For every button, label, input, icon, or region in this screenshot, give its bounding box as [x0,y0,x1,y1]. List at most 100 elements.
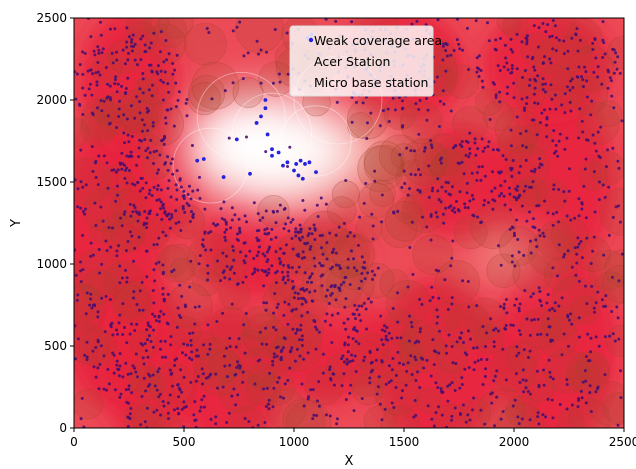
user-point [551,19,555,23]
station-coverage-circle [569,76,609,116]
user-point [288,366,292,370]
user-point [145,107,149,111]
user-point [526,55,530,59]
user-point [532,118,536,122]
user-point [360,272,364,276]
user-point [618,220,622,224]
user-point [279,357,283,361]
user-point [282,251,286,255]
user-point [174,105,178,109]
user-point [435,308,439,312]
user-point [523,108,527,112]
user-point [300,338,304,342]
user-point [551,338,555,342]
user-point [475,304,479,308]
user-point [167,90,171,94]
user-point [510,225,514,229]
user-point [369,370,373,374]
user-point [589,350,593,354]
user-point [189,343,193,347]
user-point [551,139,555,143]
user-point [297,265,301,269]
station-coverage-circle [80,97,123,141]
user-point [341,354,345,358]
user-point [483,374,487,378]
user-point [577,214,581,218]
user-point [230,218,234,222]
legend-entry-acer-station: Acer Station [314,54,390,69]
user-point [476,147,480,151]
user-point [541,88,545,92]
user-point [466,280,470,284]
user-point [81,50,85,54]
user-point [458,386,462,390]
user-point [119,162,123,166]
user-point [282,227,286,231]
user-point [579,389,583,393]
user-point [604,304,608,308]
user-point [104,66,108,70]
user-point [365,121,369,125]
user-point [492,379,496,383]
user-point [384,382,388,386]
user-point [351,337,355,341]
user-point [166,155,170,159]
station-coverage-circle [319,264,364,309]
user-point [506,85,510,89]
user-point [162,142,166,146]
user-point [295,327,299,331]
user-point [568,88,572,92]
user-point [575,27,579,31]
user-point [485,331,489,335]
user-point [138,100,142,104]
station-coverage-circle [383,96,417,131]
user-point [476,359,480,363]
user-point [180,351,184,355]
user-point [338,289,342,293]
user-point [370,269,374,273]
user-point [321,252,325,256]
user-point [78,63,82,67]
user-point [172,408,176,412]
user-point [438,158,442,162]
user-point [270,227,274,231]
user-point [360,396,364,400]
user-point [575,252,579,256]
user-point [140,118,144,122]
user-point [300,343,304,347]
user-point [339,283,343,287]
user-point [364,307,368,311]
user-point [182,194,186,198]
user-point [445,54,449,58]
user-point [169,335,173,339]
user-point [182,406,186,410]
user-point [126,372,130,376]
station-coverage-circle [156,245,189,278]
user-point [306,351,310,355]
user-point [225,421,229,425]
user-point [318,261,322,265]
user-point [540,163,544,167]
user-point [418,98,422,102]
user-point [413,173,417,177]
user-point [109,98,113,102]
user-point [186,192,190,196]
user-point [286,322,290,326]
user-point [185,114,189,118]
user-point [486,144,490,148]
user-point [263,420,267,424]
user-point [273,27,277,31]
user-point [124,249,128,253]
user-point [161,292,165,296]
user-point [155,408,159,412]
user-point [584,70,588,74]
user-point [244,275,248,279]
station-coverage-circle [169,315,202,348]
user-point [166,82,170,86]
user-point [139,423,143,427]
user-point [543,108,547,112]
user-point [534,238,538,242]
user-point [390,401,394,405]
user-point [456,18,460,21]
user-point [420,302,424,306]
